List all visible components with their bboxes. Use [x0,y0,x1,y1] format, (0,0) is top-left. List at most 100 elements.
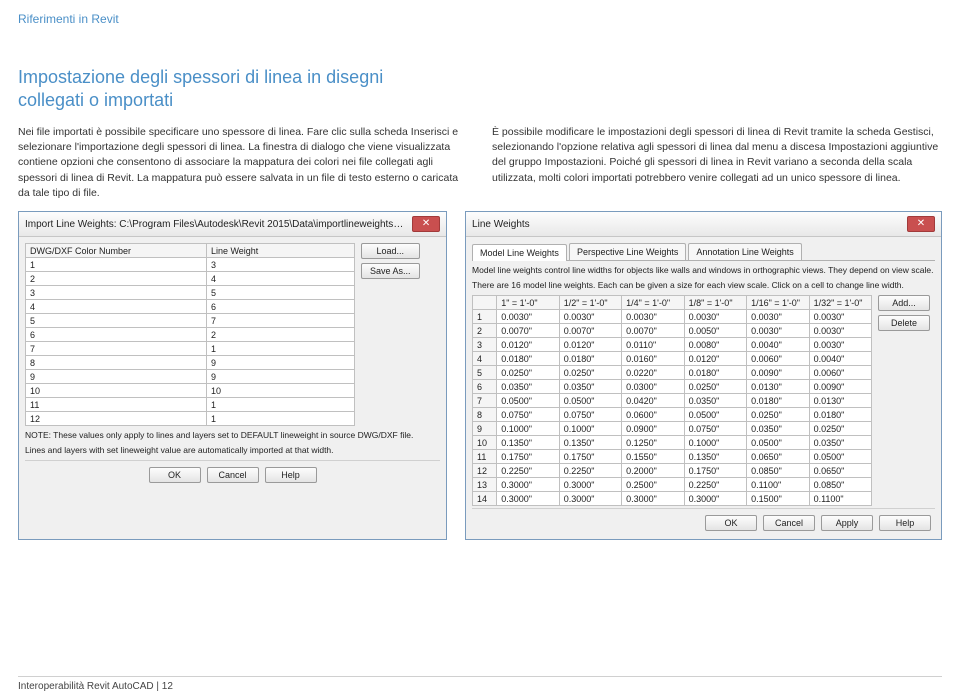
table-cell[interactable]: 0.0070" [622,324,684,338]
table-cell[interactable]: 10 [473,436,497,450]
table-cell[interactable]: 0.0180" [559,352,621,366]
table-cell[interactable]: 0.0250" [559,366,621,380]
table-cell[interactable]: 0.0120" [684,352,746,366]
table-cell[interactable]: 5 [473,366,497,380]
table-cell[interactable]: 0.2250" [497,464,559,478]
table-cell[interactable]: 0.0120" [559,338,621,352]
table-cell[interactable]: 10 [26,384,207,398]
table-cell[interactable]: 6 [26,328,207,342]
table-row[interactable]: 140.3000"0.3000"0.3000"0.3000"0.1500"0.1… [473,492,872,506]
table-row[interactable]: 130.3000"0.3000"0.2500"0.2250"0.1100"0.0… [473,478,872,492]
table-row[interactable]: 71 [26,342,355,356]
table-cell[interactable]: 0.2000" [622,464,684,478]
delete-button[interactable]: Delete [878,315,930,331]
table-cell[interactable]: 5 [26,314,207,328]
table-row[interactable]: 13 [26,258,355,272]
table-cell[interactable]: 5 [206,286,354,300]
table-cell[interactable]: 0.1550" [622,450,684,464]
table-cell[interactable]: 0.0250" [497,366,559,380]
table-row[interactable]: 1010 [26,384,355,398]
table-cell[interactable]: 0.2250" [559,464,621,478]
table-cell[interactable]: 9 [26,370,207,384]
tab-annotation[interactable]: Annotation Line Weights [688,243,801,260]
table-cell[interactable]: 0.0350" [684,394,746,408]
table-cell[interactable]: 0.0080" [684,338,746,352]
table-cell[interactable]: 4 [473,352,497,366]
table-cell[interactable]: 0.0650" [809,464,871,478]
table-cell[interactable]: 1 [26,258,207,272]
table-cell[interactable]: 4 [26,300,207,314]
table-cell[interactable]: 3 [206,258,354,272]
table-cell[interactable]: 6 [473,380,497,394]
table-cell[interactable]: 0.0060" [747,352,809,366]
table-cell[interactable]: 0.0040" [747,338,809,352]
table-cell[interactable]: 0.0850" [747,464,809,478]
saveas-button[interactable]: Save As... [361,263,420,279]
tab-model[interactable]: Model Line Weights [472,244,567,261]
table-cell[interactable]: 0.1750" [684,464,746,478]
table-row[interactable]: 70.0500"0.0500"0.0420"0.0350"0.0180"0.01… [473,394,872,408]
table-row[interactable]: 120.2250"0.2250"0.2000"0.1750"0.0850"0.0… [473,464,872,478]
table-row[interactable]: 111 [26,398,355,412]
table-cell[interactable]: 0.0130" [809,394,871,408]
table-cell[interactable]: 0.0030" [809,338,871,352]
table-cell[interactable]: 0.0750" [497,408,559,422]
table-cell[interactable]: 1 [206,398,354,412]
table-row[interactable]: 35 [26,286,355,300]
table-cell[interactable]: 0.1250" [622,436,684,450]
table-cell[interactable]: 7 [473,394,497,408]
tab-perspective[interactable]: Perspective Line Weights [569,243,686,260]
table-cell[interactable]: 14 [473,492,497,506]
table-cell[interactable]: 0.0180" [684,366,746,380]
table-cell[interactable]: 0.0040" [809,352,871,366]
table-cell[interactable]: 0.3000" [559,492,621,506]
table-cell[interactable]: 3 [473,338,497,352]
table-cell[interactable]: 0.0500" [809,450,871,464]
table-cell[interactable]: 0.0070" [559,324,621,338]
table-cell[interactable]: 0.2250" [684,478,746,492]
table-cell[interactable]: 0.3000" [497,492,559,506]
table-cell[interactable]: 0.0120" [497,338,559,352]
table-cell[interactable]: 0.0900" [622,422,684,436]
table-cell[interactable]: 0.0350" [747,422,809,436]
table-row[interactable]: 40.0180"0.0180"0.0160"0.0120"0.0060"0.00… [473,352,872,366]
table-cell[interactable]: 0.0650" [747,450,809,464]
help-button[interactable]: Help [265,467,317,483]
close-icon[interactable]: ✕ [907,216,935,232]
table-cell[interactable]: 0.0250" [747,408,809,422]
table-cell[interactable]: 0.0110" [622,338,684,352]
table-cell[interactable]: 0.3000" [622,492,684,506]
table-cell[interactable]: 0.1100" [809,492,871,506]
table-cell[interactable]: 0.0850" [809,478,871,492]
table-cell[interactable]: 0.0750" [559,408,621,422]
table-cell[interactable]: 2 [473,324,497,338]
table-cell[interactable]: 0.0250" [684,380,746,394]
table-cell[interactable]: 0.0180" [497,352,559,366]
table-cell[interactable]: 0.0350" [559,380,621,394]
table-row[interactable]: 10.0030"0.0030"0.0030"0.0030"0.0030"0.00… [473,310,872,324]
table-cell[interactable]: 9 [473,422,497,436]
table-cell[interactable]: 2 [26,272,207,286]
table-cell[interactable]: 0.1350" [497,436,559,450]
table-row[interactable]: 24 [26,272,355,286]
table-cell[interactable]: 0.1750" [497,450,559,464]
table-cell[interactable]: 0.1000" [684,436,746,450]
table-cell[interactable]: 10 [206,384,354,398]
table-cell[interactable]: 0.1750" [559,450,621,464]
table-cell[interactable]: 0.0350" [809,436,871,450]
table-cell[interactable]: 0.1000" [559,422,621,436]
table-cell[interactable]: 1 [206,412,354,426]
table-row[interactable]: 121 [26,412,355,426]
table-cell[interactable]: 0.0220" [622,366,684,380]
table-cell[interactable]: 1 [473,310,497,324]
table-row[interactable]: 46 [26,300,355,314]
table-cell[interactable]: 2 [206,328,354,342]
table-cell[interactable]: 0.2500" [622,478,684,492]
table-row[interactable]: 62 [26,328,355,342]
table-cell[interactable]: 12 [26,412,207,426]
table-cell[interactable]: 0.0500" [497,394,559,408]
table-row[interactable]: 50.0250"0.0250"0.0220"0.0180"0.0090"0.00… [473,366,872,380]
table-cell[interactable]: 6 [206,300,354,314]
table-cell[interactable]: 1 [206,342,354,356]
table-row[interactable]: 110.1750"0.1750"0.1550"0.1350"0.0650"0.0… [473,450,872,464]
